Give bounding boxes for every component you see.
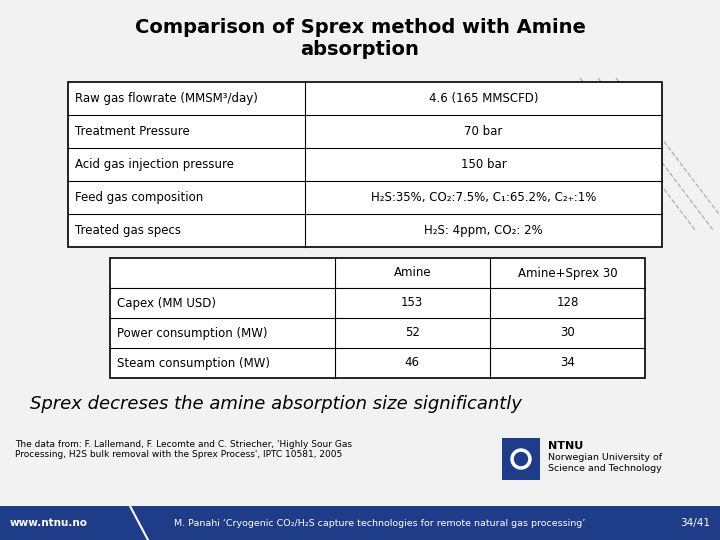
Text: Treatment Pressure: Treatment Pressure <box>75 125 190 138</box>
Text: Raw gas flowrate (MMSM³/day): Raw gas flowrate (MMSM³/day) <box>75 92 258 105</box>
Text: Power consumption (MW): Power consumption (MW) <box>117 327 268 340</box>
Bar <box>68 82 662 247</box>
Text: The data from: F. Lallemand, F. Lecomte and C. Striecher, 'Highly Sour Gas
Proce: The data from: F. Lallemand, F. Lecomte … <box>15 440 352 460</box>
Text: 70 bar: 70 bar <box>464 125 503 138</box>
Text: H₂S:35%, CO₂:7.5%, C₁:65.2%, C₂₊:1%: H₂S:35%, CO₂:7.5%, C₁:65.2%, C₂₊:1% <box>371 191 596 204</box>
Text: www.ntnu.no: www.ntnu.no <box>10 518 88 528</box>
Text: absorption: absorption <box>300 40 420 59</box>
Bar <box>110 258 645 378</box>
Text: NTNU: NTNU <box>548 441 583 451</box>
Text: Amine+Sprex 30: Amine+Sprex 30 <box>518 267 617 280</box>
Text: 153: 153 <box>401 296 423 309</box>
Text: 34: 34 <box>560 356 575 369</box>
Bar <box>0 506 720 540</box>
Text: Feed gas composition: Feed gas composition <box>75 191 203 204</box>
Circle shape <box>515 453 528 465</box>
Text: 52: 52 <box>405 327 420 340</box>
Text: Science and Technology: Science and Technology <box>548 464 662 473</box>
Text: H₂S: 4ppm, CO₂: 2%: H₂S: 4ppm, CO₂: 2% <box>424 224 543 237</box>
Text: 30: 30 <box>560 327 575 340</box>
Bar <box>502 438 540 480</box>
Text: 128: 128 <box>557 296 579 309</box>
Text: Comparison of Sprex method with Amine: Comparison of Sprex method with Amine <box>135 18 585 37</box>
Text: Steam consumption (MW): Steam consumption (MW) <box>117 356 270 369</box>
Circle shape <box>511 449 531 469</box>
Text: 46: 46 <box>405 356 420 369</box>
Text: Treated gas specs: Treated gas specs <box>75 224 181 237</box>
Text: Sprex decreses the amine absorption size significantly: Sprex decreses the amine absorption size… <box>30 395 522 413</box>
Text: Acid gas injection pressure: Acid gas injection pressure <box>75 158 234 171</box>
Text: 150 bar: 150 bar <box>461 158 506 171</box>
Text: M. Panahi ‘Cryogenic CO₂/H₂S capture technologies for remote natural gas process: M. Panahi ‘Cryogenic CO₂/H₂S capture tec… <box>174 518 585 528</box>
Text: 4.6 (165 MMSCFD): 4.6 (165 MMSCFD) <box>428 92 539 105</box>
Text: Amine: Amine <box>393 267 431 280</box>
Text: 34/41: 34/41 <box>680 518 710 528</box>
Text: Capex (MM USD): Capex (MM USD) <box>117 296 216 309</box>
Text: Norwegian University of: Norwegian University of <box>548 453 662 462</box>
